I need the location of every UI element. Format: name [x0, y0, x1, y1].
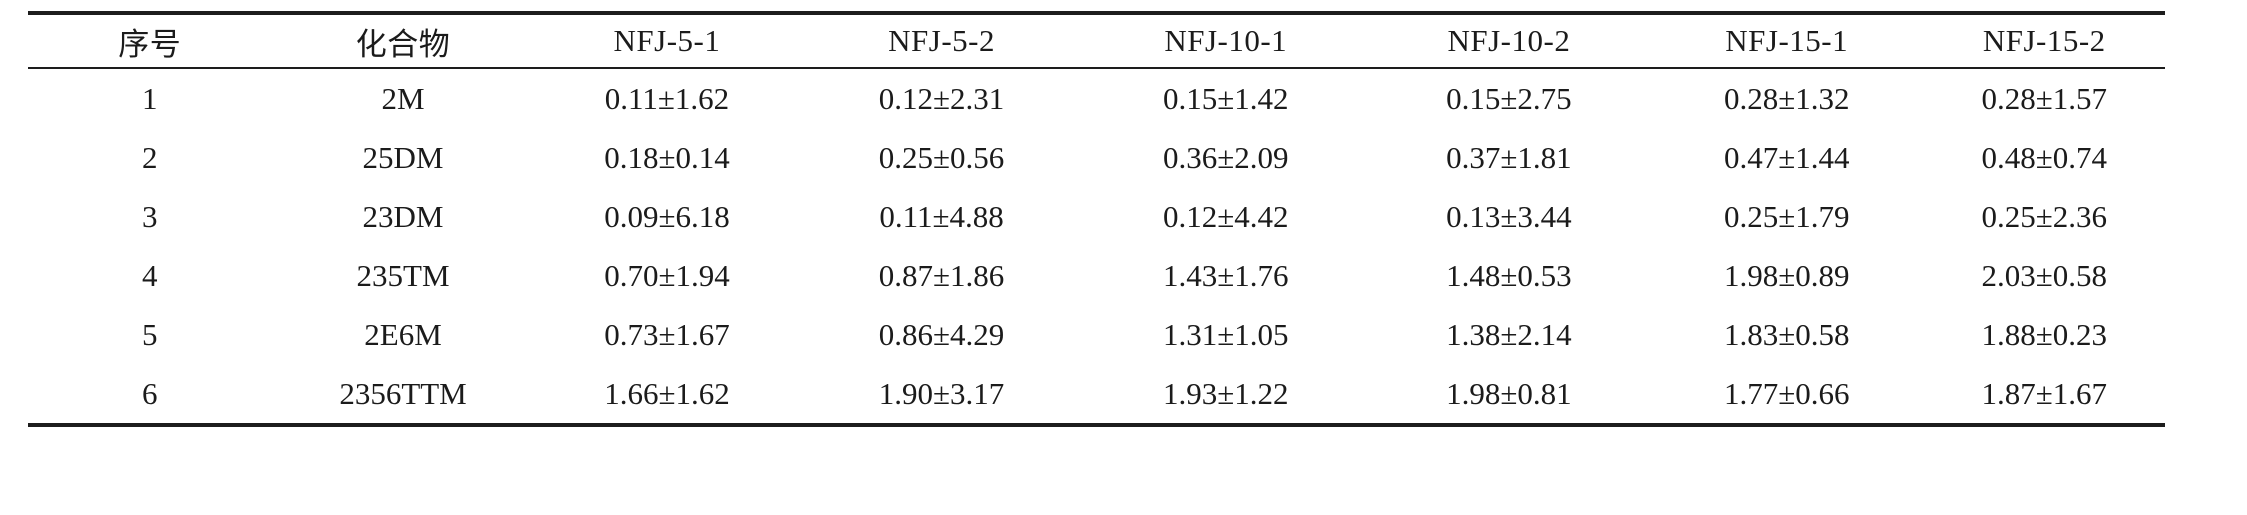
cell-value: 0.09±6.18: [604, 198, 730, 234]
cell-value: 0.12±2.31: [878, 80, 1005, 116]
cell-value: 1.83±0.58: [1723, 316, 1850, 352]
cell-value: 1.48±0.53: [1446, 257, 1572, 293]
table-row: 2 25DM 0.18±0.14 0.25±0.56 0.36±2.09 0.3…: [28, 128, 2165, 187]
cell-index: 4: [142, 257, 158, 293]
cell-value: 0.28±1.32: [1723, 80, 1850, 116]
cell-value: 0.73±1.67: [604, 316, 730, 352]
compound-results-table: 序号 化合物 NFJ-5-1 NFJ-5-2 NFJ-10-1 NFJ-10-2…: [28, 11, 2165, 427]
cell-value: 0.15±1.42: [1163, 80, 1289, 116]
column-header-nfj-15-2: NFJ-15-2: [1923, 13, 2165, 69]
cell-value: 0.70±1.94: [604, 257, 730, 293]
cell-index: 2: [142, 139, 158, 175]
cell-value: 0.25±0.56: [878, 139, 1005, 175]
cell-value: 1.43±1.76: [1163, 257, 1289, 293]
column-header-compound: 化合物: [271, 13, 535, 69]
cell-value: 0.48±0.74: [1981, 139, 2107, 175]
cell-index: 3: [142, 198, 158, 234]
cell-compound: 2E6M: [364, 316, 442, 352]
cell-value: 1.93±1.22: [1163, 375, 1289, 411]
cell-value: 0.36±2.09: [1163, 139, 1289, 175]
cell-value: 0.86±4.29: [878, 316, 1005, 352]
table-row: 1 2M 0.11±1.62 0.12±2.31 0.15±1.42 0.15±…: [28, 68, 2165, 128]
cell-value: 1.98±0.89: [1723, 257, 1850, 293]
cell-value: 0.28±1.57: [1981, 80, 2107, 116]
column-header-nfj-10-1: NFJ-10-1: [1083, 13, 1368, 69]
cell-value: 0.15±2.75: [1446, 80, 1572, 116]
compound-results-table-container: 序号 化合物 NFJ-5-1 NFJ-5-2 NFJ-10-1 NFJ-10-2…: [28, 11, 2165, 427]
column-header-nfj-15-1: NFJ-15-1: [1649, 13, 1924, 69]
cell-value: 0.47±1.44: [1723, 139, 1850, 175]
cell-value: 1.38±2.14: [1446, 316, 1572, 352]
cell-value: 1.31±1.05: [1163, 316, 1289, 352]
cell-compound: 235TM: [356, 257, 450, 293]
cell-value: 1.98±0.81: [1446, 375, 1572, 411]
cell-compound: 25DM: [362, 139, 444, 175]
cell-value: 0.11±1.62: [604, 80, 730, 116]
cell-value: 0.13±3.44: [1446, 198, 1572, 234]
cell-value: 0.25±1.79: [1723, 198, 1850, 234]
cell-value: 0.18±0.14: [604, 139, 730, 175]
cell-value: 0.11±4.88: [879, 198, 1004, 234]
column-header-nfj-5-2: NFJ-5-2: [799, 13, 1084, 69]
cell-value: 0.25±2.36: [1981, 198, 2107, 234]
cell-value: 1.66±1.62: [604, 375, 730, 411]
cell-index: 6: [142, 375, 158, 411]
table-row: 5 2E6M 0.73±1.67 0.86±4.29 1.31±1.05 1.3…: [28, 305, 2165, 364]
cell-value: 0.37±1.81: [1446, 139, 1572, 175]
table-row: 3 23DM 0.09±6.18 0.11±4.88 0.12±4.42 0.1…: [28, 187, 2165, 246]
column-header-nfj-5-1: NFJ-5-1: [534, 13, 800, 69]
table-row: 4 235TM 0.70±1.94 0.87±1.86 1.43±1.76 1.…: [28, 246, 2165, 305]
cell-compound: 2M: [381, 80, 425, 116]
cell-value: 2.03±0.58: [1981, 257, 2107, 293]
cell-value: 1.77±0.66: [1723, 375, 1850, 411]
cell-compound: 23DM: [362, 198, 444, 234]
table-header-row: 序号 化合物 NFJ-5-1 NFJ-5-2 NFJ-10-1 NFJ-10-2…: [28, 13, 2165, 69]
cell-value: 0.87±1.86: [878, 257, 1005, 293]
cell-value: 0.12±4.42: [1163, 198, 1289, 234]
column-header-nfj-10-2: NFJ-10-2: [1367, 13, 1650, 69]
column-header-index: 序号: [28, 13, 272, 69]
cell-value: 1.88±0.23: [1981, 316, 2107, 352]
cell-index: 5: [142, 316, 158, 352]
cell-value: 1.90±3.17: [878, 375, 1005, 411]
cell-index: 1: [142, 80, 158, 116]
table-row: 6 2356TTM 1.66±1.62 1.90±3.17 1.93±1.22 …: [28, 364, 2165, 425]
cell-compound: 2356TTM: [339, 375, 467, 411]
cell-value: 1.87±1.67: [1981, 375, 2107, 411]
table-body: 1 2M 0.11±1.62 0.12±2.31 0.15±1.42 0.15±…: [28, 68, 2165, 425]
